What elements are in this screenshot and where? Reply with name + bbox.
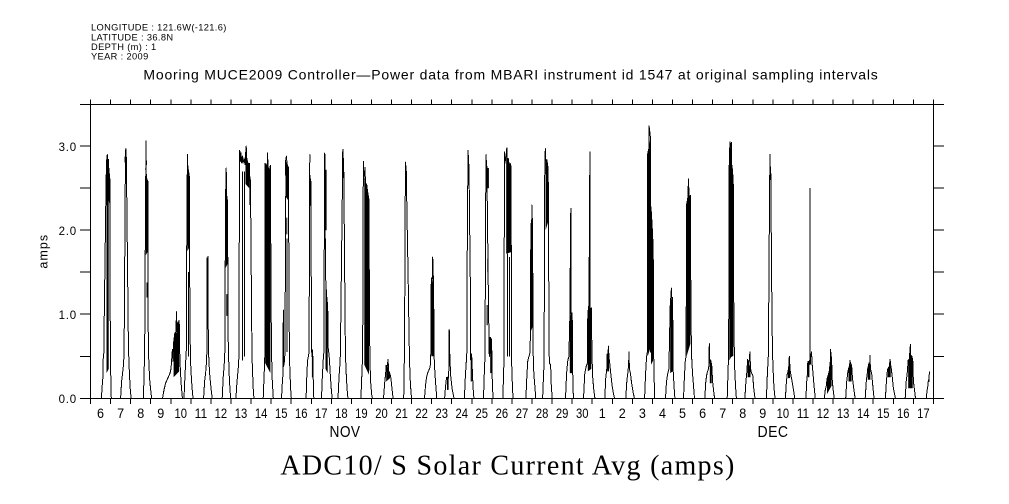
svg-text:10: 10 [175, 405, 188, 421]
svg-text:13: 13 [235, 405, 248, 421]
svg-text:6: 6 [97, 405, 104, 421]
svg-text:29: 29 [556, 405, 569, 421]
svg-text:19: 19 [355, 405, 368, 421]
svg-text:15: 15 [877, 405, 890, 421]
svg-text:9: 9 [759, 405, 766, 421]
svg-text:14: 14 [255, 405, 268, 421]
svg-text:3.0: 3.0 [59, 142, 77, 154]
svg-text:ADC10/ S Solar Current Avg (am: ADC10/ S Solar Current Avg (amps) [280, 451, 735, 482]
svg-text:18: 18 [335, 405, 348, 421]
svg-text:NOV: NOV [330, 424, 361, 441]
svg-text:7: 7 [719, 405, 726, 421]
svg-text:9: 9 [157, 405, 164, 421]
svg-text:Mooring MUCE2009 Controller—Po: Mooring MUCE2009 Controller—Power data f… [143, 67, 878, 83]
svg-text:1.0: 1.0 [59, 310, 77, 322]
svg-text:7: 7 [117, 405, 124, 421]
svg-text:25: 25 [476, 405, 489, 421]
svg-text:22: 22 [415, 405, 428, 421]
svg-text:2.0: 2.0 [59, 226, 77, 238]
svg-text:DEPTH (m) : 1: DEPTH (m) : 1 [91, 42, 157, 52]
svg-text:15: 15 [275, 405, 288, 421]
svg-text:2: 2 [619, 405, 626, 421]
svg-text:20: 20 [375, 405, 388, 421]
svg-text:26: 26 [496, 405, 509, 421]
svg-text:DEC: DEC [758, 424, 789, 441]
svg-text:10: 10 [777, 405, 790, 421]
svg-text:4: 4 [659, 405, 666, 421]
svg-text:27: 27 [516, 405, 529, 421]
svg-text:12: 12 [215, 405, 228, 421]
svg-text:23: 23 [435, 405, 448, 421]
svg-text:11: 11 [797, 405, 810, 421]
svg-text:28: 28 [536, 405, 549, 421]
svg-text:13: 13 [837, 405, 850, 421]
svg-text:17: 17 [315, 405, 328, 421]
svg-text:16: 16 [295, 405, 308, 421]
svg-text:5: 5 [679, 405, 686, 421]
svg-text:16: 16 [897, 405, 910, 421]
svg-text:6: 6 [699, 405, 706, 421]
svg-text:amps: amps [37, 234, 51, 269]
svg-text:24: 24 [456, 405, 469, 421]
svg-text:8: 8 [137, 405, 144, 421]
svg-text:0.0: 0.0 [59, 394, 77, 406]
svg-text:YEAR : 2009: YEAR : 2009 [91, 52, 149, 62]
svg-text:11: 11 [195, 405, 208, 421]
svg-text:21: 21 [395, 405, 408, 421]
svg-text:LATITUDE : 36.8N: LATITUDE : 36.8N [91, 32, 173, 42]
svg-text:8: 8 [739, 405, 746, 421]
svg-text:3: 3 [639, 405, 646, 421]
svg-text:30: 30 [576, 405, 589, 421]
svg-text:17: 17 [917, 405, 930, 421]
svg-text:1: 1 [599, 405, 606, 421]
svg-text:LONGITUDE : 121.6W(-121.6): LONGITUDE : 121.6W(-121.6) [91, 23, 227, 33]
svg-text:14: 14 [857, 405, 870, 421]
svg-text:12: 12 [817, 405, 830, 421]
